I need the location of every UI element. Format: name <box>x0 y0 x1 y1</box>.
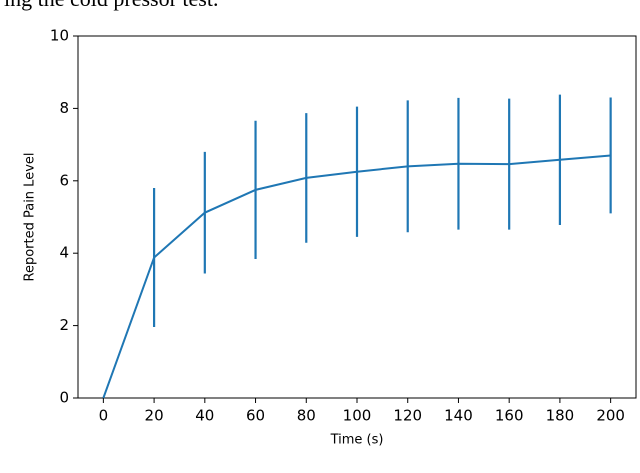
x-axis-label: Time (s) <box>330 433 384 448</box>
y-tick-label: 4 <box>59 244 69 262</box>
y-tick-label: 8 <box>59 99 69 117</box>
y-tick-label: 2 <box>59 316 69 334</box>
y-tick-label: 10 <box>50 27 69 45</box>
x-tick-label: 40 <box>195 407 214 425</box>
x-tick-label: 60 <box>246 407 265 425</box>
x-tick-label: 80 <box>297 407 316 425</box>
header-text: ing the cold pressor test. <box>4 0 218 11</box>
x-tick-label: 140 <box>444 407 473 425</box>
x-tick-label: 180 <box>546 407 575 425</box>
x-tick-label: 20 <box>145 407 164 425</box>
x-tick-label: 0 <box>99 407 109 425</box>
x-tick-label: 160 <box>495 407 524 425</box>
y-tick-label: 6 <box>59 171 69 189</box>
x-tick-label: 200 <box>596 407 625 425</box>
x-tick-label: 120 <box>393 407 422 425</box>
y-tick-label: 0 <box>59 389 69 407</box>
y-axis-label: Reported Pain Level <box>23 153 38 282</box>
x-tick-label: 100 <box>343 407 372 425</box>
